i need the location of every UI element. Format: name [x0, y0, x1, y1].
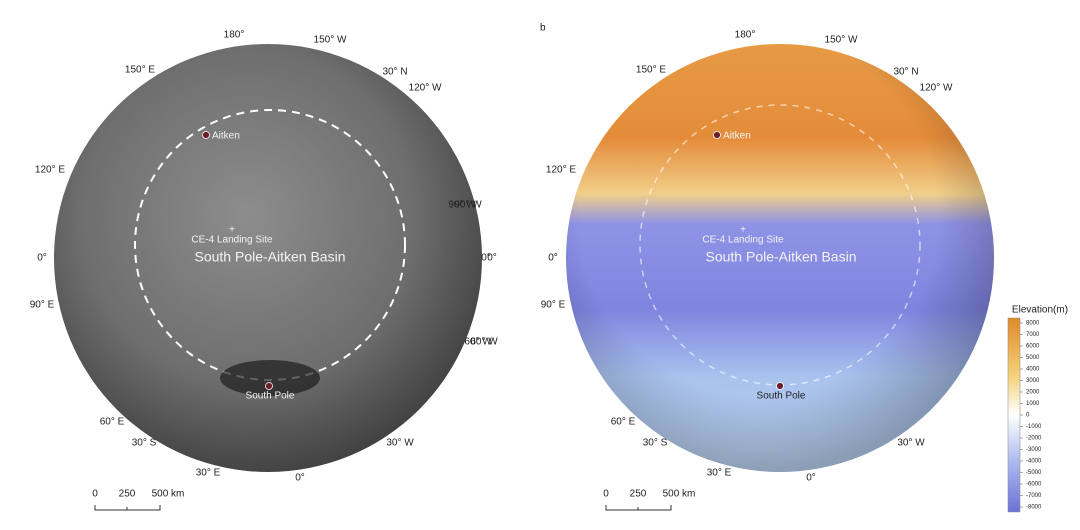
colorbar-label: -8000 [1026, 505, 1042, 511]
colorbar-label: 5000 [1026, 355, 1040, 361]
colorbar-label: -7000 [1026, 493, 1042, 499]
scale-label: 500 km [152, 489, 185, 500]
coordinate-label: 30° E [707, 468, 732, 479]
scale-bar [605, 505, 672, 511]
coordinate-label: 150° E [636, 65, 666, 76]
coordinate-label: 150° W [314, 35, 347, 46]
coordinate-label: 120° E [35, 165, 65, 176]
coordinate-label: 60° E [100, 417, 125, 428]
right-globe [566, 44, 994, 472]
scale-label: 0 [603, 489, 609, 500]
scale-label: 500 km [663, 489, 696, 500]
coordinate-label: 30° E [196, 468, 221, 479]
scale-label: 0 [92, 489, 98, 500]
aitken-marker [202, 131, 210, 139]
coordinate-label: 120° W [409, 83, 442, 94]
coordinate-label: 30° S [643, 438, 668, 449]
colorbar-label: 3000 [1026, 378, 1040, 384]
coordinate-label: 60° W [470, 337, 498, 348]
colorbar-label: 7000 [1026, 332, 1040, 338]
colorbar-label: 8000 [1026, 321, 1040, 327]
aitken-marker [713, 131, 721, 139]
pole-marker [265, 382, 273, 390]
colorbar-label: -6000 [1026, 482, 1042, 488]
coordinate-label: 180° [735, 30, 756, 41]
coordinate-label: 60° W [464, 337, 492, 348]
coordinate-label: 30° S [132, 438, 157, 449]
colorbar [1007, 317, 1021, 513]
panel-label: b [540, 23, 546, 34]
pole-label: South Pole [246, 391, 295, 402]
landing-marker: + [229, 225, 235, 236]
coordinate-label: 60° E [611, 417, 636, 428]
colorbar-label: -3000 [1026, 447, 1042, 453]
coordinate-label: 0° [37, 253, 47, 264]
colorbar-label: -1000 [1026, 424, 1042, 430]
coordinate-label: 120° W [920, 83, 953, 94]
coordinate-label: 0° [487, 253, 497, 264]
pole-marker [776, 382, 784, 390]
coordinate-label: 90° E [30, 300, 55, 311]
colorbar-label: 4000 [1026, 367, 1040, 373]
basin-label: South Pole-Aitken Basin [195, 249, 346, 265]
landing-label: CE-4 Landing Site [702, 235, 784, 246]
coordinate-label: 30° W [386, 438, 414, 449]
coordinate-label: 0° [548, 253, 558, 264]
landing-label: CE-4 Landing Site [191, 235, 273, 246]
colorbar-label: -5000 [1026, 470, 1042, 476]
coordinate-label: 30° N [382, 67, 407, 78]
scale-label: 250 [630, 489, 647, 500]
coordinate-label: 150° E [125, 65, 155, 76]
coordinate-label: 90° W [454, 200, 482, 211]
coordinate-label: 30° W [897, 438, 925, 449]
colorbar-title: Elevation(m) [1012, 305, 1068, 316]
landing-marker: + [740, 225, 746, 236]
coordinate-label: 90° E [541, 300, 566, 311]
scale-bar [94, 505, 161, 511]
colorbar-label: 0 [1026, 413, 1030, 419]
colorbar-label: 2000 [1026, 390, 1040, 396]
colorbar-label: -2000 [1026, 436, 1042, 442]
coordinate-label: 30° N [893, 67, 918, 78]
basin-label: South Pole-Aitken Basin [706, 249, 857, 265]
colorbar-label: 6000 [1026, 344, 1040, 350]
colorbar-label: 1000 [1026, 401, 1040, 407]
coordinate-label: 180° [224, 30, 245, 41]
scale-label: 250 [119, 489, 136, 500]
coordinate-label: 120° E [546, 165, 576, 176]
aitken-label: Aitken [723, 131, 751, 142]
pole-label: South Pole [757, 391, 806, 402]
coordinate-label: 0° [806, 473, 816, 484]
coordinate-label: 90° W [448, 200, 476, 211]
left-globe [54, 44, 482, 472]
aitken-label: Aitken [212, 131, 240, 142]
coordinate-label: 0° [481, 253, 491, 264]
colorbar-label: -4000 [1026, 459, 1042, 465]
coordinate-label: 150° W [825, 35, 858, 46]
coordinate-label: 0° [295, 473, 305, 484]
